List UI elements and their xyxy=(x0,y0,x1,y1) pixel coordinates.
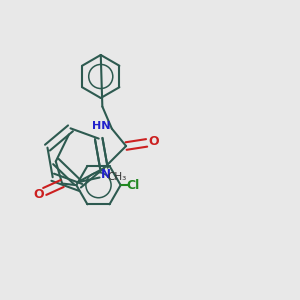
Text: HN: HN xyxy=(92,121,111,131)
Text: O: O xyxy=(34,188,44,201)
Text: CH₃: CH₃ xyxy=(107,172,127,182)
Text: Cl: Cl xyxy=(126,178,139,192)
Text: O: O xyxy=(148,135,159,148)
Text: N: N xyxy=(100,168,110,181)
